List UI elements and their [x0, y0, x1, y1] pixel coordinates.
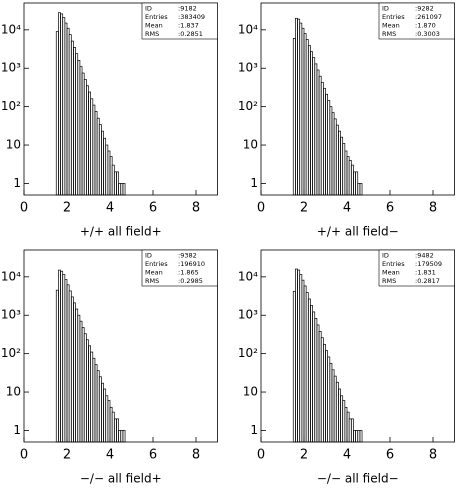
x-tick-label: 4 [343, 201, 351, 216]
chart-title: −/− all field+ [80, 472, 162, 486]
histogram-bar [359, 430, 363, 443]
x-tick-label: 0 [20, 201, 28, 216]
stats-value: :1.865 [178, 269, 199, 277]
stats-label: ID [145, 5, 152, 13]
y-tick-label: 10 [6, 385, 21, 399]
y-tick-label: 10 [6, 138, 21, 152]
stats-label: ID [382, 5, 389, 13]
stats-label: RMS [382, 277, 396, 285]
x-tick-label: 4 [106, 448, 114, 463]
stats-value: :179509 [415, 260, 442, 268]
x-tick-label: 2 [63, 201, 71, 216]
panel: 0 2 4 6 8 1 10 10² 10³ 10⁴ ID :9482 Entries :179509 Me… [238, 249, 455, 486]
x-tick-label: 4 [343, 448, 351, 463]
y-tick-label: 10² [1, 99, 21, 113]
y-tick-label: 10² [238, 99, 258, 113]
stats-value: :196910 [178, 260, 205, 268]
stats-value: :9382 [178, 252, 197, 260]
y-tick-label: 10⁴ [238, 269, 258, 283]
y-tick-label: 1 [13, 423, 21, 437]
x-tick-label: 8 [429, 448, 437, 463]
stats-value: :0.2851 [178, 30, 203, 38]
histogram-bar [359, 183, 363, 196]
stats-label: Entries [382, 13, 405, 21]
panel: 0 2 4 6 8 1 10 10² 10³ 10⁴ ID :9382 Entries :196910 Me… [1, 249, 218, 486]
stats-value: :1.831 [415, 269, 436, 277]
stats-label: RMS [145, 30, 159, 38]
stats-value: :9282 [415, 5, 434, 13]
x-tick-label: 0 [257, 448, 265, 463]
x-tick-label: 6 [149, 201, 157, 216]
y-tick-label: 10² [238, 346, 258, 360]
x-tick-label: 6 [149, 448, 157, 463]
stats-label: Mean [145, 22, 163, 30]
y-tick-label: 10³ [238, 308, 258, 322]
stats-value: :1.870 [415, 22, 436, 30]
y-tick-label: 10 [243, 385, 258, 399]
stats-value: :0.3003 [415, 30, 440, 38]
stats-label: ID [145, 252, 152, 260]
stats-box [378, 249, 455, 287]
x-tick-label: 0 [257, 201, 265, 216]
stats-box [141, 249, 218, 287]
x-tick-label: 0 [20, 448, 28, 463]
stats-value: :0.2817 [415, 277, 440, 285]
histogram-bar [122, 183, 126, 196]
chart-title: +/+ all field− [317, 225, 399, 239]
stats-label: Entries [145, 13, 168, 21]
stats-label: Entries [382, 260, 405, 268]
x-tick-label: 6 [386, 448, 394, 463]
stats-label: Mean [145, 269, 163, 277]
x-tick-label: 8 [429, 201, 437, 216]
stats-value: :9482 [415, 252, 434, 260]
x-tick-label: 6 [386, 201, 394, 216]
histogram-bar [122, 430, 126, 443]
stats-value: :1.837 [178, 22, 199, 30]
y-tick-label: 1 [250, 423, 258, 437]
x-tick-label: 8 [192, 201, 200, 216]
stats-label: RMS [382, 30, 396, 38]
stats-label: Entries [145, 260, 168, 268]
y-tick-label: 1 [13, 176, 21, 190]
stats-value: :261097 [415, 13, 442, 21]
panel: 0 2 4 6 8 1 10 10² 10³ 10⁴ ID :9282 Entries :261097 Me… [238, 2, 455, 239]
y-tick-label: 1 [250, 176, 258, 190]
stats-label: RMS [145, 277, 159, 285]
x-tick-label: 2 [300, 201, 308, 216]
y-tick-label: 10³ [1, 61, 21, 75]
panel: 0 2 4 6 8 1 10 10² 10³ 10⁴ ID :9182 Entries :383409 Me… [1, 2, 218, 239]
y-tick-label: 10⁴ [238, 22, 258, 36]
x-tick-label: 2 [300, 448, 308, 463]
y-tick-label: 10³ [238, 61, 258, 75]
chart-title: +/+ all field+ [80, 225, 162, 239]
x-tick-label: 4 [106, 201, 114, 216]
stats-value: :9182 [178, 5, 197, 13]
y-tick-label: 10² [1, 346, 21, 360]
y-tick-label: 10⁴ [1, 269, 21, 283]
x-tick-label: 2 [63, 448, 71, 463]
stats-box [141, 2, 218, 40]
stats-value: :0.2985 [178, 277, 203, 285]
stats-label: ID [382, 252, 389, 260]
y-tick-label: 10³ [1, 308, 21, 322]
chart-title: −/− all field− [317, 472, 399, 486]
y-tick-label: 10 [243, 138, 258, 152]
stats-box [378, 2, 455, 40]
stats-label: Mean [382, 269, 400, 277]
x-tick-label: 8 [192, 448, 200, 463]
y-tick-label: 10⁴ [1, 22, 21, 36]
stats-label: Mean [382, 22, 400, 30]
stats-value: :383409 [178, 13, 205, 21]
